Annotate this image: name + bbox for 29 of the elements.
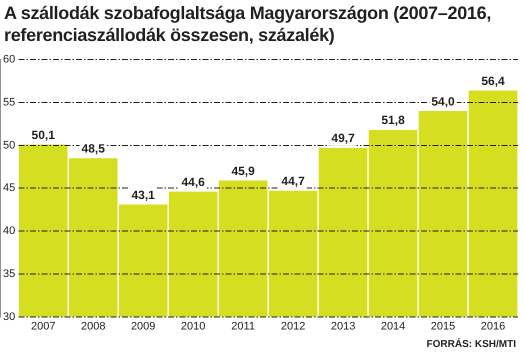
y-tick-label: 40 [2, 225, 16, 238]
y-tick-label: 60 [2, 54, 16, 66]
x-tick-label: 2016 [480, 320, 506, 332]
x-tick-label: 2008 [80, 320, 106, 332]
data-label: 48,5 [82, 142, 106, 156]
data-label: 43,1 [131, 188, 156, 202]
data-label: 51,8 [381, 113, 406, 128]
y-tick-label: 50 [2, 139, 16, 152]
data-label: 45,9 [231, 164, 256, 178]
chart-title: A szállodák szobafoglaltsága Magyarországon (2007–2016, referenciaszállodák összesen, százalék) [4, 2, 492, 46]
data-label: 56,4 [481, 74, 506, 88]
y-tick-label: 55 [2, 96, 16, 108]
x-tick-label: 2007 [30, 320, 56, 332]
y-tick-label: 30 [2, 310, 16, 323]
data-label: 49,7 [331, 131, 356, 146]
data-label: 44,7 [281, 174, 306, 188]
data-label: 54,0 [431, 94, 456, 108]
x-tick-label: 2012 [280, 320, 306, 332]
x-tick-label: 2011 [231, 320, 255, 332]
x-tick-label: 2014 [380, 320, 406, 332]
x-tick-label: 2010 [180, 320, 206, 332]
y-tick-label: 35 [2, 268, 16, 280]
data-label: 50,1 [32, 128, 56, 142]
x-tick-label: 2015 [430, 320, 456, 332]
data-label: 44,6 [181, 174, 206, 189]
x-tick-label: 2013 [330, 320, 356, 332]
x-tick-label: 2009 [130, 320, 156, 332]
text: FORRÁS: KSH/MTI [426, 339, 516, 350]
y-tick-label: 45 [2, 182, 16, 194]
